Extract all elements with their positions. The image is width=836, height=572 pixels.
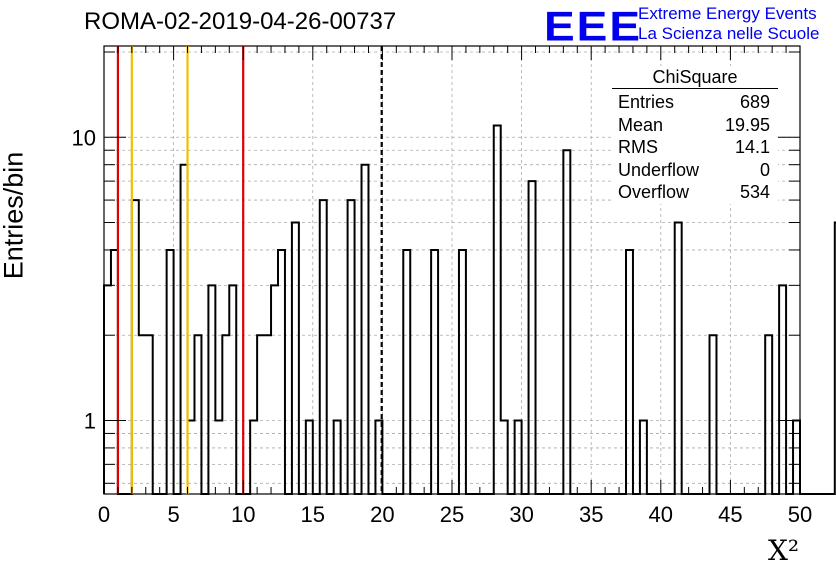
x-tick-label: 50 (788, 502, 812, 527)
x-tick-label: 45 (718, 502, 742, 527)
stats-label: Overflow (618, 182, 690, 202)
histogram-bars (103, 124, 836, 495)
eee-logo: EEE (544, 2, 643, 50)
stats-value: 0 (759, 159, 770, 180)
logo-caption-line1: Extreme Energy Events (638, 4, 817, 23)
stats-value: 534 (739, 182, 770, 202)
x-tick-label: 40 (649, 502, 673, 527)
y-tick-label: 10 (72, 125, 96, 150)
histogram-outline (103, 124, 836, 495)
logo-caption-line2: La Scienza nelle Scuole (638, 24, 820, 43)
stats-value: 689 (739, 92, 770, 112)
x-tick-label: 15 (301, 502, 325, 527)
eee-logo-caption: Extreme Energy Events La Scienza nelle S… (638, 4, 819, 44)
marker-lines (116, 46, 383, 494)
x-tick-label: 0 (98, 502, 110, 527)
axis-tick-labels: 0 5 10 15 20 25 30 35 40 45 50 1 10 (72, 125, 813, 527)
y-axis-label: Entries/bin (0, 151, 29, 280)
axis-ticks (103, 46, 801, 494)
y-tick-label: 1 (84, 408, 96, 433)
stats-row: RMS 14.1 (612, 136, 778, 159)
x-tick-label: 5 (167, 502, 179, 527)
x-tick-label: 30 (509, 502, 533, 527)
x-tick-label: 20 (370, 502, 394, 527)
stats-row: Entries 689 (612, 91, 778, 114)
x-axis-label: X² (768, 534, 800, 567)
stats-row: Overflow 534 (612, 181, 778, 204)
run-title: ROMA-02-2019-04-26-00737 (84, 8, 397, 35)
stats-label: Entries (618, 92, 675, 112)
x-tick-label: 25 (440, 502, 464, 527)
stats-value: 14.1 (734, 137, 770, 157)
stats-row: Mean 19.95 (612, 114, 778, 137)
stats-label: RMS (618, 137, 658, 157)
stats-value: 19.95 (724, 114, 770, 135)
stats-title: ChiSquare (612, 66, 778, 89)
stats-box: ChiSquare Entries 689 Mean 19.95 RMS 14.1 U… (612, 66, 778, 204)
stats-label: Underflow (618, 159, 700, 180)
stats-row: Underflow 0 (612, 159, 778, 182)
x-tick-label: 35 (579, 502, 603, 527)
x-tick-label: 10 (231, 502, 255, 527)
stats-label: Mean (618, 114, 664, 135)
